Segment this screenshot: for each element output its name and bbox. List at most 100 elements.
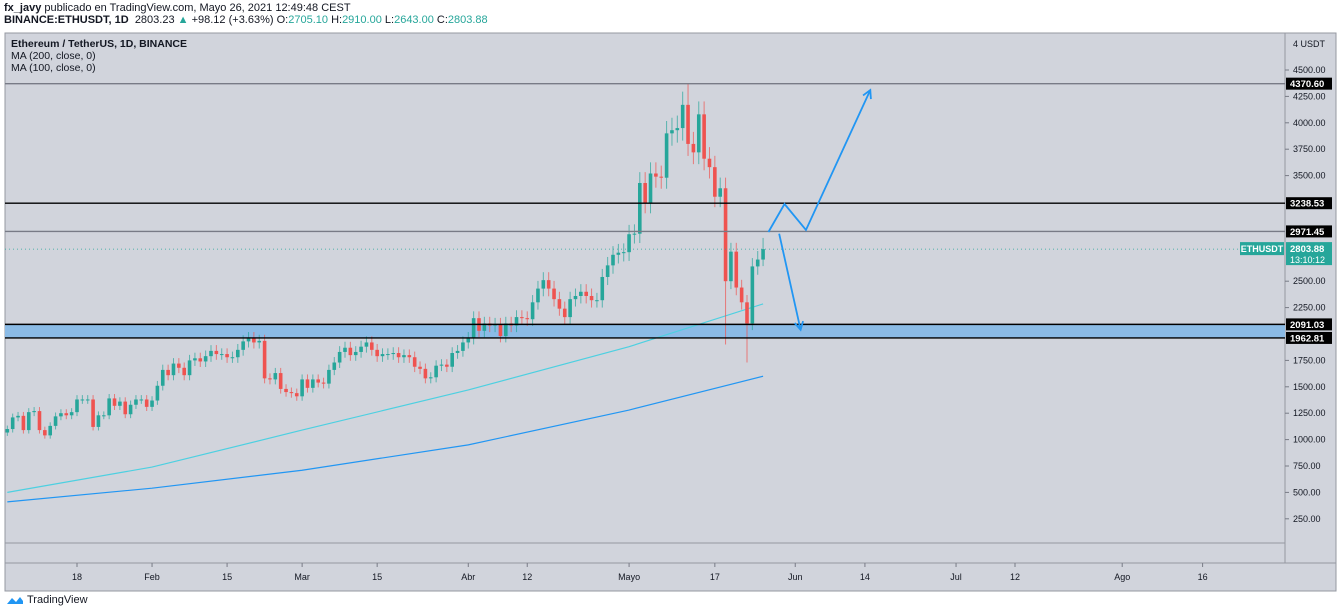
legend-ma100[interactable]: MA (100, close, 0) [11,62,96,74]
candle-body [466,338,471,343]
candle-body [273,373,278,380]
low-value: 2643.00 [394,14,434,26]
countdown-label: 13:10:12 [1290,255,1325,265]
candle-body [573,295,578,300]
arrowhead-icon [793,320,804,332]
ma200-line [7,375,764,503]
level-price-box [1286,331,1332,344]
candle-body [729,251,733,282]
candle-body [214,350,219,355]
change: +98.12 (+3.63%) [191,14,274,26]
legend-ma200[interactable]: MA (200, close, 0) [11,50,96,62]
candle-body [632,233,637,235]
level-price-box [1286,197,1332,210]
candle-body [43,430,47,436]
candle-body [702,114,706,159]
candle-body [343,347,347,352]
y-tick-label: 4000.00 [1293,118,1326,128]
candle-body [675,128,680,131]
x-tick-label: Mar [294,572,310,582]
time-axis [4,562,1337,592]
candle-body [128,404,133,415]
candle-body [584,291,588,296]
high-label: H: [331,14,343,26]
level-price-box [1286,77,1332,90]
candle-body [10,417,15,430]
y-tick-label: 500.00 [1293,487,1321,497]
candle-body [230,357,235,359]
candle-body [627,234,631,253]
up-triangle-icon: ▲ [177,14,189,26]
candle-body [203,356,208,362]
candle-body [621,252,626,254]
y-tick-label: 1500.00 [1293,382,1326,392]
candle-body [359,346,363,352]
candle-body [530,302,535,320]
candle-body [139,399,144,401]
y-tick-label: 750.00 [1293,461,1321,471]
candle-body [713,167,717,197]
x-tick-label: 17 [710,572,720,582]
candle-body [48,425,52,436]
legend-title: Ethereum / TetherUS, 1D, BINANCE [11,38,188,50]
candle-body [236,349,240,358]
candle-body [219,354,224,356]
open-value: 2705.10 [288,14,328,26]
candle-body [407,355,412,358]
candle-body [209,350,213,357]
candle-body [144,399,149,407]
candle-body [445,364,449,367]
candle-body [691,143,696,153]
x-tick-label: 18 [72,572,82,582]
candle-body [541,280,546,289]
candle-body [102,415,106,417]
candle-body [96,415,101,427]
candle-body [311,379,315,388]
y-tick-label: 4250.00 [1293,91,1326,101]
candle-body [546,280,551,289]
plot-area [4,32,1286,564]
candle-body [246,338,251,342]
candle-body [53,416,58,426]
candle-body [718,188,722,197]
candle-body [579,291,583,296]
candle-body [327,369,331,384]
symbol-badge-label: ETHUSDT [1241,244,1284,254]
level-price-label: 3238.53 [1290,199,1324,210]
x-tick-label: 16 [1198,572,1208,582]
candle-body [91,399,95,427]
candle-body [182,367,186,376]
tradingview-logo: TradingView [6,594,88,606]
candle-body [439,364,444,366]
candle-body [64,413,69,416]
candle-body [568,299,572,318]
current-price-label: 2803.88 [1290,244,1324,255]
candle-body [589,295,594,301]
last-price: 2803.23 [134,14,175,26]
high-value: 2910.00 [342,14,382,26]
candle-body [595,300,599,302]
candle-body [514,317,519,326]
candle-body [284,388,288,393]
unit-label: 4 USDT [1293,39,1326,49]
symbol-badge [1240,242,1284,256]
y-tick-label: 2500.00 [1293,276,1326,286]
candle-body [80,399,85,401]
arrowhead-icon [862,88,872,100]
current-price-box [1286,242,1332,266]
candle-body [536,288,540,303]
candle-body [59,413,63,417]
bearish-projection-arrow [778,233,802,330]
candle-body [241,341,245,350]
x-tick-label: Jun [788,572,803,582]
candle-body [723,188,728,282]
candle-body [348,347,353,356]
candle-body [353,351,358,356]
price-axis [1284,32,1337,564]
candle-body [461,342,465,351]
candle-body [520,317,524,319]
candle-body [193,358,197,361]
candle-body [396,353,401,358]
x-tick-label: 15 [372,572,382,582]
